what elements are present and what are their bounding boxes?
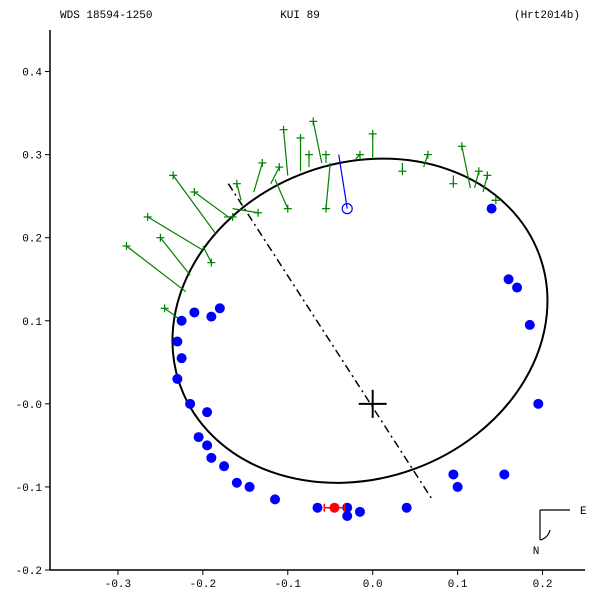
oc-line: [237, 184, 241, 201]
blue-point: [313, 503, 323, 513]
oc-line: [313, 121, 321, 163]
blue-point: [355, 507, 365, 517]
blue-point: [504, 274, 514, 284]
y-tick-label: 0.1: [22, 317, 42, 329]
oc-line: [424, 155, 428, 167]
blue-point: [232, 478, 242, 488]
blue-point: [177, 353, 187, 363]
y-tick-label: -0.1: [16, 483, 43, 495]
y-tick-label: 0.2: [22, 234, 42, 246]
blue-point: [402, 503, 412, 513]
blue-point: [219, 461, 229, 471]
oc-line: [475, 171, 479, 188]
blue-point: [194, 432, 204, 442]
header-right: (Hrt2014b): [514, 10, 580, 22]
oc-line: [173, 175, 215, 233]
blue-point: [202, 440, 212, 450]
header-left: WDS 18594-1250: [60, 10, 152, 22]
y-tick-label: 0.4: [22, 68, 42, 80]
x-tick-label: 0.1: [448, 579, 468, 591]
blue-point: [172, 374, 182, 384]
line-of-nodes: [228, 184, 432, 500]
x-tick-label: -0.3: [105, 579, 131, 591]
compass-arrow: [540, 530, 550, 540]
x-tick-label: 0.0: [363, 579, 383, 591]
blue-point: [487, 204, 497, 214]
y-tick-label: -0.0: [16, 400, 42, 412]
blue-point: [342, 511, 352, 521]
blue-point: [206, 312, 216, 322]
compass-e-label: E: [580, 506, 587, 518]
oc-line: [148, 217, 203, 250]
x-tick-label: -0.1: [275, 579, 302, 591]
blue-point: [448, 469, 458, 479]
blue-point: [453, 482, 463, 492]
blue-point: [202, 407, 212, 417]
y-tick-label: -0.2: [16, 566, 42, 578]
x-tick-label: 0.2: [533, 579, 553, 591]
blue-point: [533, 399, 543, 409]
oc-line: [284, 130, 288, 176]
oc-line: [126, 246, 185, 292]
header-center: KUI 89: [280, 10, 320, 22]
oc-line: [462, 146, 470, 188]
blue-point: [206, 453, 216, 463]
x-tick-label: -0.2: [190, 579, 216, 591]
blue-point: [185, 399, 195, 409]
oc-line: [356, 155, 360, 159]
orbit-plot: WDS 18594-1250 KUI 89 (Hrt2014b) -0.3 -0.2 -0…: [0, 0, 600, 600]
compass-n-label: N: [533, 546, 540, 558]
y-tick-label: 0.3: [22, 151, 42, 163]
blue-point: [499, 469, 509, 479]
oc-line: [271, 167, 279, 184]
oc-line: [203, 246, 211, 263]
blue-point: [512, 283, 522, 293]
blue-point: [245, 482, 255, 492]
orbit-ellipse: [126, 107, 593, 534]
blue-point: [215, 303, 225, 313]
oc-line: [160, 238, 190, 275]
oc-line: [194, 192, 228, 217]
oc-line: [254, 163, 262, 192]
blue-point: [270, 494, 280, 504]
blue-point: [525, 320, 535, 330]
blue-point: [177, 316, 187, 326]
oc-line: [326, 163, 330, 209]
red-point: [329, 503, 339, 513]
blue-point: [172, 337, 182, 347]
blue-point: [189, 307, 199, 317]
